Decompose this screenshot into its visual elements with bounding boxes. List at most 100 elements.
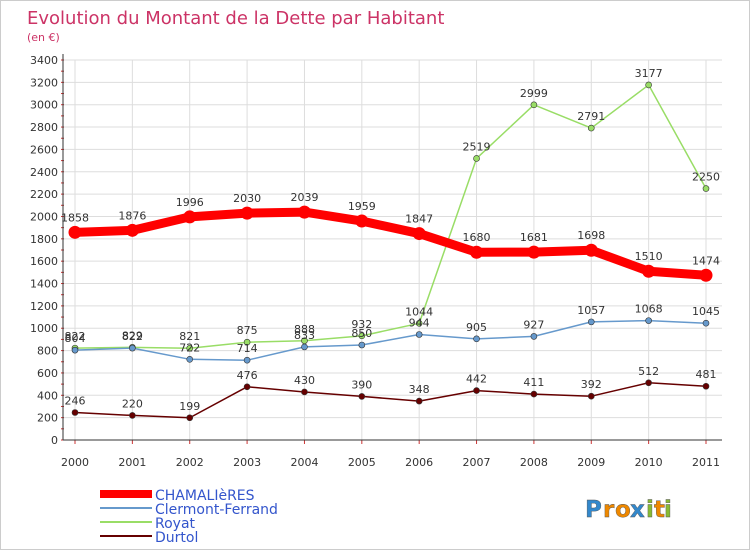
y-tick-label: 1800: [30, 233, 58, 246]
data-point: [527, 245, 541, 259]
data-point: [71, 409, 79, 416]
data-point: [587, 392, 595, 400]
data-label: 875: [237, 324, 258, 337]
data-label: 430: [294, 374, 315, 387]
data-label: 1698: [577, 229, 605, 242]
brand-letter: r: [603, 497, 615, 523]
data-label: 829: [122, 329, 143, 342]
data-label: 512: [638, 365, 659, 378]
y-tick-label: 3400: [30, 54, 58, 67]
brand-letter: o: [615, 497, 631, 523]
data-point: [702, 185, 710, 192]
data-label: 2519: [463, 140, 491, 153]
data-point: [645, 379, 652, 387]
chart-title: Evolution du Montant de la Dette par Hab…: [27, 8, 444, 29]
y-tick-label: 1000: [30, 322, 58, 335]
x-axis: 2000 2001 2002 2003 2004 2005 2006 2007 2008 2009…: [61, 439, 722, 469]
brand-letter: P: [585, 497, 602, 523]
data-point: [129, 344, 136, 352]
data-point: [240, 206, 254, 220]
data-label: 822: [122, 330, 143, 343]
data-label: 1959: [348, 200, 376, 213]
data-label: 1474: [692, 254, 720, 267]
data-point: [186, 356, 194, 363]
data-label: 392: [581, 378, 602, 391]
data-label: 722: [179, 341, 200, 354]
data-label: 442: [466, 373, 487, 386]
data-label: 927: [523, 318, 544, 331]
data-point: [587, 318, 595, 326]
series-line-3: [74, 382, 707, 419]
data-label: 932: [351, 318, 372, 331]
data-point: [473, 335, 480, 343]
data-point: [243, 383, 251, 391]
data-label: 1057: [577, 304, 605, 317]
data-label: 2030: [233, 192, 261, 205]
x-tick-label: 2011: [692, 456, 720, 469]
data-label: 476: [237, 369, 258, 382]
data-point: [470, 245, 484, 259]
y-tick-label: 800: [37, 345, 58, 358]
series-line-2: [74, 84, 707, 349]
data-label: 1681: [520, 231, 548, 244]
y-tick-label: 3200: [30, 76, 58, 89]
data-point: [355, 214, 369, 228]
y-tick-label: 1400: [30, 278, 58, 291]
data-label: 390: [351, 378, 372, 391]
x-tick-label: 2003: [233, 456, 261, 469]
x-tick-label: 2004: [290, 456, 318, 469]
y-tick-label: 200: [37, 412, 58, 425]
data-point: [645, 81, 652, 89]
data-point: [587, 124, 595, 132]
data-label: 3177: [635, 67, 663, 80]
y-tick-label: 2800: [30, 121, 58, 134]
data-label: 804: [65, 332, 86, 345]
data-label: 2039: [290, 191, 318, 204]
data-label: 905: [466, 321, 487, 334]
y-tick-label: 1200: [30, 300, 58, 313]
x-tick-label: 2002: [176, 456, 204, 469]
data-label: 246: [65, 395, 86, 408]
x-tick-label: 2007: [463, 456, 491, 469]
data-label: 1044: [405, 305, 433, 318]
data-label: 833: [294, 329, 315, 342]
data-point: [301, 343, 308, 351]
x-tick-label: 2008: [520, 456, 548, 469]
data-point: [530, 390, 538, 398]
data-point: [415, 397, 423, 405]
data-label: 481: [696, 368, 717, 381]
data-point: [415, 331, 423, 338]
data-label: 199: [179, 400, 200, 413]
data-label: 2791: [577, 110, 605, 123]
y-tick-label: 1600: [30, 255, 58, 268]
data-label: 822: [65, 330, 86, 343]
y-tick-label: 2400: [30, 166, 58, 179]
data-point: [129, 412, 136, 419]
data-point: [186, 344, 194, 352]
data-label: 1876: [118, 209, 146, 222]
x-tick-label: 2001: [118, 456, 146, 469]
data-label: 1858: [61, 211, 89, 224]
data-point: [412, 227, 426, 241]
data-point: [71, 346, 79, 354]
data-label: 1847: [405, 213, 433, 226]
brand-letter: i: [664, 497, 672, 523]
series-line-0: [70, 207, 711, 280]
data-label: 1510: [635, 250, 663, 263]
y-tick-label: 3000: [30, 99, 58, 112]
legend-label-2: Royat: [155, 516, 196, 532]
brand-letter: x: [630, 497, 645, 523]
data-point: [301, 388, 308, 396]
data-point: [125, 223, 139, 237]
data-label: 2250: [692, 171, 720, 184]
data-label: 411: [523, 376, 544, 389]
y-tick-label: 2600: [30, 143, 58, 156]
brand-letter: t: [654, 497, 665, 523]
data-label: 714: [237, 342, 258, 355]
data-point: [358, 332, 366, 340]
data-point: [415, 320, 423, 327]
